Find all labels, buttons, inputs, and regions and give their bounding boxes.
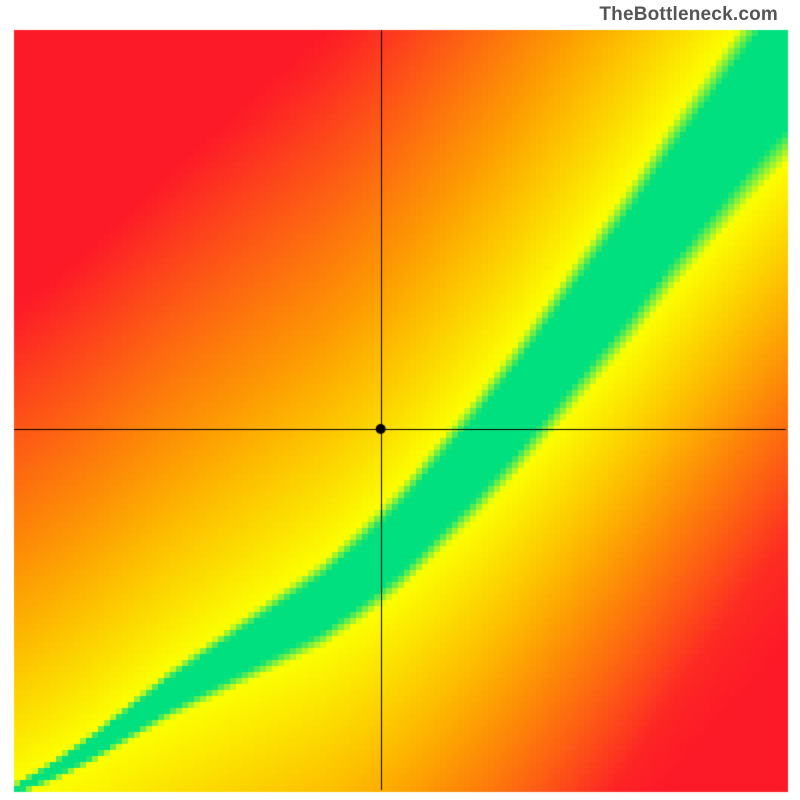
chart-container: TheBottleneck.com [0,0,800,800]
crosshair-overlay [0,0,800,800]
watermark-text: TheBottleneck.com [599,4,778,26]
